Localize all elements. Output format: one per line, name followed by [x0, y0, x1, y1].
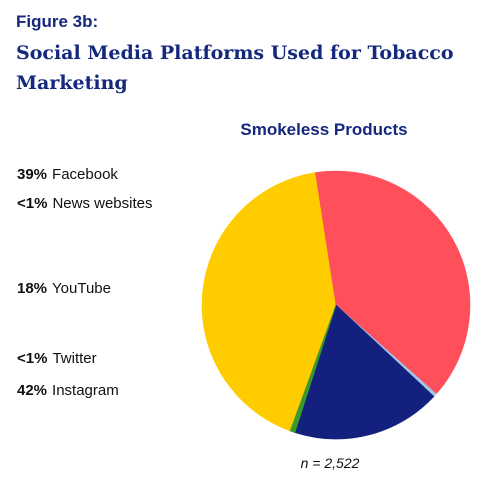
pie-slice-instagram [201, 172, 337, 432]
legend-label: YouTube [52, 280, 111, 297]
pie-slices [201, 170, 471, 440]
legend-pct: <1% [17, 350, 48, 367]
legend-pct: 39% [17, 166, 48, 183]
pie-slice-youtube [294, 304, 435, 440]
legend-pct: 42% [17, 382, 48, 399]
legend-label: Facebook [52, 166, 118, 183]
sample-size-note: n = 2,522 [300, 455, 360, 471]
legend-label: News websites [52, 195, 153, 212]
legend-pct: <1% [17, 195, 48, 212]
legend-label: Instagram [52, 382, 119, 399]
legend-item-news-websites: <1% News websites [17, 195, 153, 212]
pie-slice-facebook [315, 170, 471, 395]
pie-slice-twitter [289, 304, 337, 433]
legend: 39% Facebook <1% News websites 18% YouTube … [17, 0, 207, 486]
chart-title: Smokeless Products [240, 120, 408, 139]
legend-pct: 18% [17, 280, 48, 297]
legend-label: Twitter [52, 350, 97, 367]
legend-item-youtube: 18% YouTube [17, 280, 111, 297]
legend-item-facebook: 39% Facebook [17, 166, 118, 183]
legend-item-instagram: 42% Instagram [17, 382, 119, 399]
legend-item-twitter: <1% Twitter [17, 350, 97, 367]
page-title: Social Media Platforms Used for Tobacco … [16, 42, 454, 94]
figure-label: Figure 3b: [16, 12, 99, 31]
